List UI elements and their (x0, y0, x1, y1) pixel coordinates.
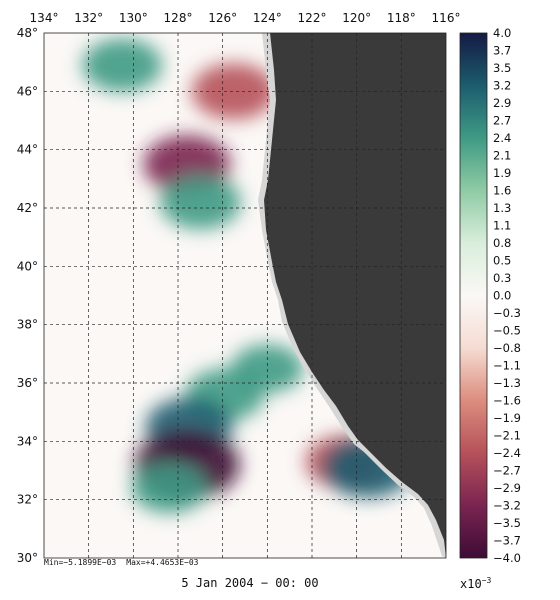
longitude-label: 134° (30, 11, 59, 25)
colorbar-tick-label: 3.5 (493, 61, 511, 75)
colorbar-tick-label: −2.1 (493, 429, 521, 443)
latitude-label: 36° (17, 376, 38, 390)
latitude-label: 46° (17, 84, 38, 98)
colorbar-scale-factor: x10−3 (460, 576, 491, 591)
colorbar-tick-label: −2.9 (493, 481, 521, 495)
latitude-label: 40° (17, 259, 38, 273)
timestamp: 5 Jan 2004 − 00: 00 (181, 576, 319, 590)
longitude-label: 118° (387, 11, 416, 25)
colorbar-tick-label: 2.1 (493, 149, 511, 163)
field-feature (131, 463, 207, 513)
min-max-stats: Min=−5.1899E−03 Max=+4.4653E−03 (44, 558, 209, 567)
colorbar-labels: 4.0 3.7 3.5 3.2 2.9 2.7 2.4 2.1 1.9 1.6 1.3 1.1 0.8 0… (493, 26, 521, 565)
latitude-label: 44° (17, 143, 38, 157)
colorbar-tick-label: −3.2 (493, 499, 521, 513)
colorbar-tick-label: 0.8 (493, 236, 511, 250)
longitude-label: 128° (164, 11, 193, 25)
min-value: Min=−5.1899E−03 (44, 558, 117, 567)
latitude-label: 48° (17, 26, 38, 40)
colorbar-tick-label: −3.7 (493, 534, 521, 548)
colorbar-tick-label: 4.0 (493, 26, 511, 40)
colorbar-tick-label: 0.5 (493, 254, 511, 268)
colorbar-tick-label: −0.5 (493, 324, 521, 338)
graticule (44, 33, 446, 558)
longitude-label: 124° (253, 11, 282, 25)
plot-frame (43, 32, 447, 559)
longitude-label: 122° (298, 11, 327, 25)
colorbar-tick-label: −1.3 (493, 376, 521, 390)
latitude-label: 30° (17, 551, 38, 565)
longitude-label: 120° (342, 11, 371, 25)
anomaly-field (82, 38, 413, 513)
colorbar-tick-label: −2.7 (493, 464, 521, 478)
latitude-label: 38° (17, 318, 38, 332)
field-feature (82, 38, 162, 92)
latitude-label: 34° (17, 434, 38, 448)
colorbar-tick-label: −3.5 (493, 516, 521, 530)
colorbar-tick-label: −1.1 (493, 359, 521, 373)
colorbar-tick-label: 2.4 (493, 131, 511, 145)
longitude-label: 126° (208, 11, 237, 25)
colorbar-tick-label: 3.2 (493, 79, 511, 93)
colorbar-tick-label: 1.9 (493, 166, 511, 180)
colorbar-tick-label: 0.3 (493, 271, 511, 285)
field-feature (231, 344, 304, 393)
colorbar-tick-label: 3.7 (493, 44, 511, 58)
colorbar-tick-label: −4.0 (493, 551, 521, 565)
colorbar-tick-label: 1.6 (493, 184, 511, 198)
latitude-labels: 48° 46° 44° 42° 40° 38° 36° 34° 32° 30° (17, 26, 38, 565)
max-value: Max=+4.4653E−03 (126, 558, 199, 567)
colorbar-tick-label: −2.4 (493, 446, 521, 460)
land-area (264, 33, 446, 558)
colorbar (459, 32, 488, 559)
colorbar-tick-label: 0.0 (493, 289, 511, 303)
colorbar-tick-label: −0.8 (493, 341, 521, 355)
longitude-label: 116° (432, 11, 461, 25)
field-feature (191, 63, 276, 120)
scale-exponent: −3 (481, 576, 492, 585)
colorbar-tick-label: 2.9 (493, 96, 511, 110)
colorbar-tick-label: 1.3 (493, 201, 511, 215)
longitude-label: 130° (119, 11, 148, 25)
longitude-label: 132° (74, 11, 103, 25)
colorbar-tick-label: −0.3 (493, 306, 521, 320)
scale-base: x10 (460, 577, 482, 591)
latitude-label: 32° (17, 493, 38, 507)
colorbar-tick-label: −1.9 (493, 411, 521, 425)
colorbar-tick-label: 1.1 (493, 219, 511, 233)
latitude-label: 42° (17, 201, 38, 215)
colorbar-tick-label: −1.6 (493, 394, 521, 408)
colorbar-tick-label: 2.7 (493, 114, 511, 128)
longitude-labels: 134° 132° 130° 128° 126° 124° 122° 120° 118° 116° (30, 11, 461, 25)
field-feature (159, 175, 241, 230)
